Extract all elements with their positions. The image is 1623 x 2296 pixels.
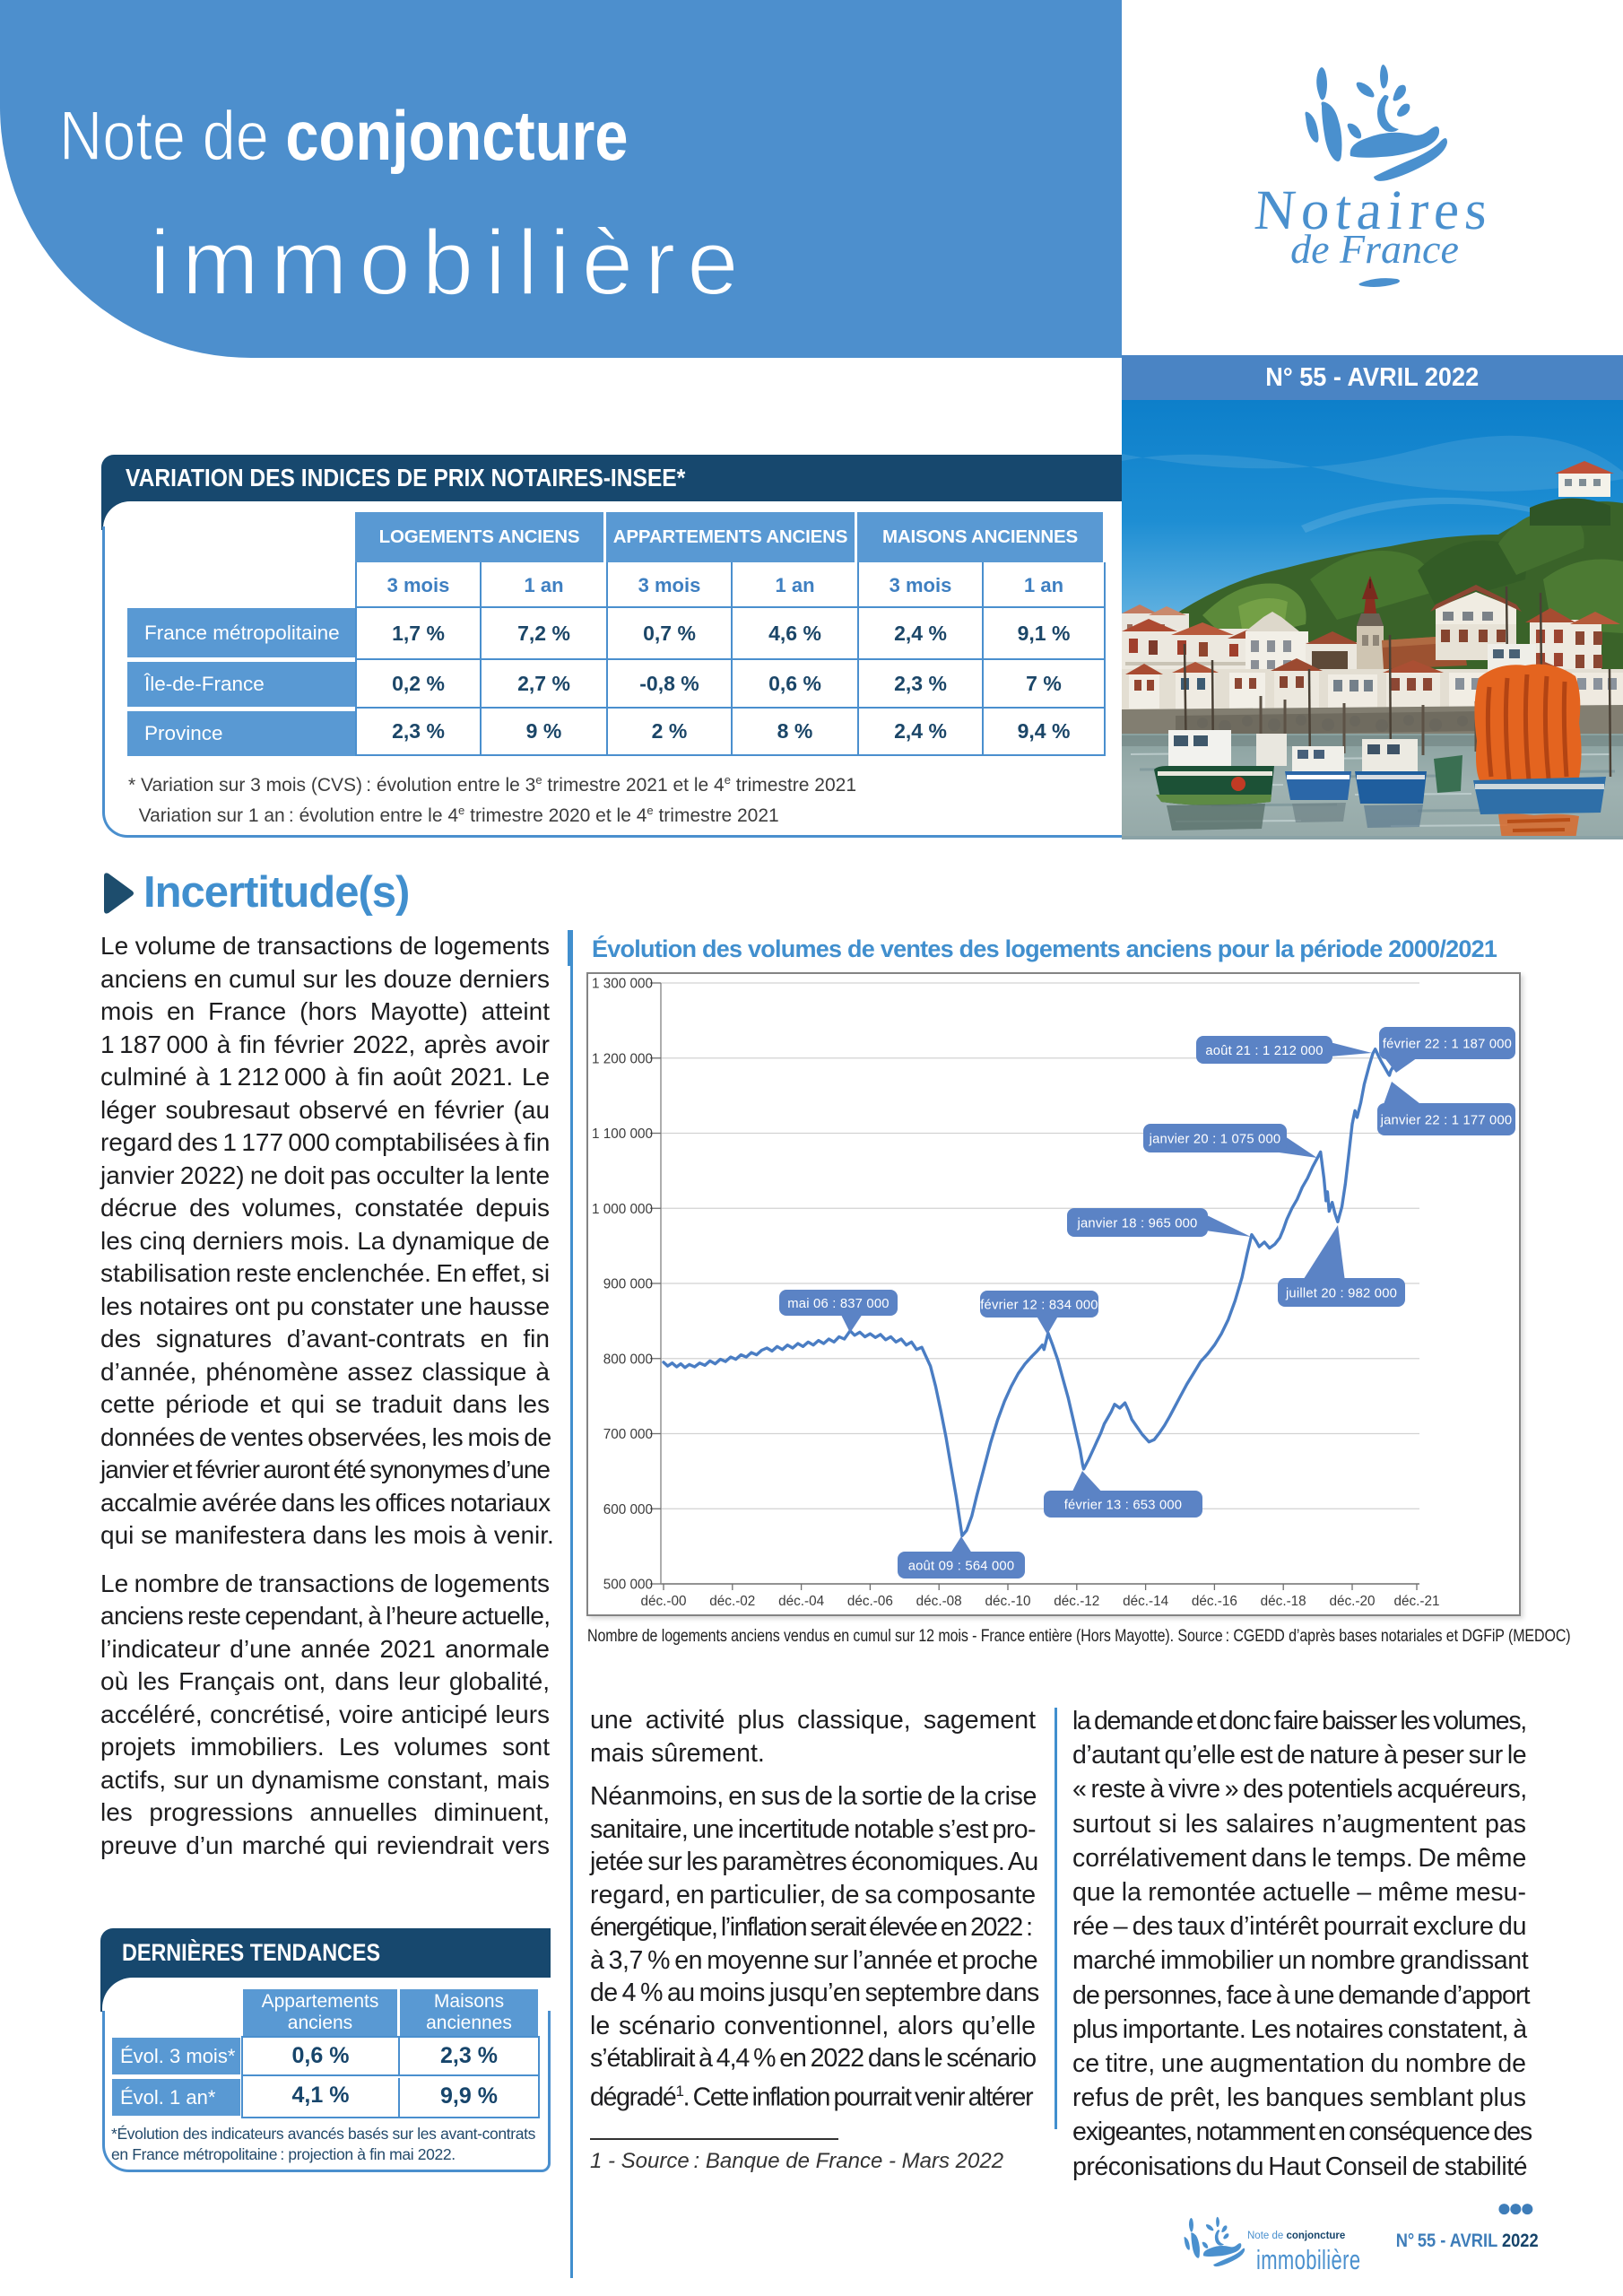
svg-text:déc.-08: déc.-08 (916, 1594, 962, 1609)
svg-text:600 000: 600 000 (603, 1502, 653, 1518)
svg-text:900 000: 900 000 (603, 1277, 653, 1292)
svg-text:août 09 : 564 000: août 09 : 564 000 (908, 1560, 1015, 1574)
svg-text:800 000: 800 000 (603, 1352, 653, 1367)
svg-text:février 12 : 834 000: février 12 : 834 000 (980, 1299, 1098, 1313)
svg-text:1 100 000: 1 100 000 (592, 1126, 653, 1142)
svg-text:1 200 000: 1 200 000 (592, 1051, 653, 1066)
svg-text:déc.-00: déc.-00 (640, 1594, 686, 1609)
svg-text:1 000 000: 1 000 000 (592, 1202, 653, 1217)
svg-text:déc.-21: déc.-21 (1393, 1594, 1439, 1609)
svg-text:déc.-06: déc.-06 (847, 1594, 893, 1609)
svg-text:février 13 : 653 000: février 13 : 653 000 (1064, 1499, 1183, 1513)
svg-text:déc.-10: déc.-10 (985, 1594, 1030, 1609)
svg-text:déc.-12: déc.-12 (1054, 1594, 1099, 1609)
svg-text:déc.-02: déc.-02 (709, 1594, 755, 1609)
svg-text:déc.-20: déc.-20 (1329, 1594, 1375, 1609)
svg-text:déc.-04: déc.-04 (778, 1594, 825, 1609)
svg-text:700 000: 700 000 (603, 1427, 653, 1442)
svg-text:déc.-14: déc.-14 (1123, 1594, 1169, 1609)
svg-text:déc.-16: déc.-16 (1192, 1594, 1237, 1609)
svg-text:août 21 : 1 212 000: août 21 : 1 212 000 (1205, 1044, 1323, 1058)
svg-text:janvier 22 : 1 177 000: janvier 22 : 1 177 000 (1380, 1114, 1513, 1128)
svg-text:janvier 20 : 1 075 000: janvier 20 : 1 075 000 (1149, 1133, 1281, 1147)
svg-text:juillet 20 : 982 000: juillet 20 : 982 000 (1285, 1287, 1397, 1301)
svg-text:déc.-18: déc.-18 (1261, 1594, 1306, 1609)
svg-text:mai 06 : 837 000: mai 06 : 837 000 (787, 1297, 889, 1311)
svg-text:janvier 18 : 965 000: janvier 18 : 965 000 (1077, 1217, 1198, 1231)
svg-text:février 22 : 1 187 000: février 22 : 1 187 000 (1383, 1038, 1512, 1052)
svg-text:1 300 000: 1 300 000 (592, 977, 653, 992)
svg-text:500 000: 500 000 (603, 1578, 653, 1593)
